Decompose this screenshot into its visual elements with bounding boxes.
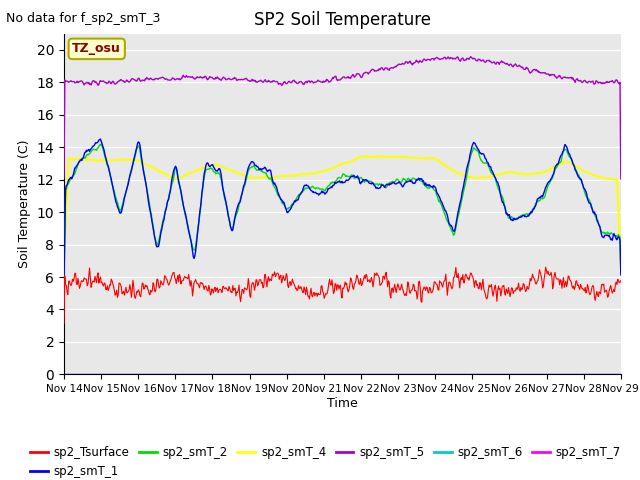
sp2_smT_7 bbox=[214, 372, 221, 377]
sp2_smT_7 bbox=[60, 372, 68, 377]
sp2_smT_4 bbox=[411, 155, 419, 160]
sp2_smT_5 bbox=[410, 60, 418, 66]
sp2_smT_1 bbox=[428, 183, 435, 189]
sp2_Tsurface bbox=[127, 295, 135, 300]
sp2_smT_5 bbox=[70, 79, 78, 84]
sp2_Tsurface bbox=[60, 320, 68, 326]
sp2_smT_6 bbox=[70, 372, 78, 377]
sp2_smT_4 bbox=[184, 171, 192, 177]
sp2_smT_7 bbox=[184, 372, 192, 377]
sp2_Tsurface bbox=[426, 285, 434, 291]
sp2_Tsurface bbox=[214, 285, 221, 291]
sp2_Tsurface bbox=[542, 264, 550, 270]
sp2_smT_1 bbox=[185, 228, 193, 234]
sp2_smT_2 bbox=[60, 282, 68, 288]
sp2_smT_7 bbox=[617, 372, 625, 377]
sp2_smT_4 bbox=[214, 162, 221, 168]
Title: SP2 Soil Temperature: SP2 Soil Temperature bbox=[254, 11, 431, 29]
Line: sp2_smT_2: sp2_smT_2 bbox=[64, 144, 621, 285]
Y-axis label: Soil Temperature (C): Soil Temperature (C) bbox=[18, 140, 31, 268]
sp2_smT_7 bbox=[410, 372, 418, 377]
sp2_smT_4 bbox=[70, 156, 78, 162]
sp2_Tsurface bbox=[184, 276, 192, 282]
Line: sp2_smT_5: sp2_smT_5 bbox=[64, 57, 621, 179]
sp2_smT_5 bbox=[426, 58, 434, 63]
sp2_smT_2 bbox=[185, 227, 193, 232]
sp2_smT_5 bbox=[214, 74, 221, 80]
Legend: sp2_Tsurface, sp2_smT_1, sp2_smT_2, sp2_smT_4, sp2_smT_5, sp2_smT_6, sp2_smT_7: sp2_Tsurface, sp2_smT_1, sp2_smT_2, sp2_… bbox=[26, 442, 626, 480]
Line: sp2_Tsurface: sp2_Tsurface bbox=[64, 267, 621, 323]
sp2_Tsurface bbox=[410, 282, 418, 288]
sp2_smT_7 bbox=[70, 372, 78, 377]
sp2_smT_6 bbox=[410, 372, 418, 377]
sp2_Tsurface bbox=[617, 278, 625, 284]
sp2_smT_1 bbox=[411, 180, 419, 186]
sp2_smT_6 bbox=[184, 372, 192, 377]
sp2_smT_6 bbox=[214, 372, 221, 377]
sp2_smT_4 bbox=[363, 154, 371, 159]
Line: sp2_smT_1: sp2_smT_1 bbox=[64, 139, 621, 283]
sp2_Tsurface bbox=[70, 276, 78, 281]
sp2_smT_6 bbox=[60, 372, 68, 377]
sp2_smT_2 bbox=[411, 176, 419, 182]
sp2_smT_2 bbox=[70, 172, 78, 178]
sp2_smT_5 bbox=[467, 54, 474, 60]
Text: TZ_osu: TZ_osu bbox=[72, 42, 121, 55]
sp2_smT_5 bbox=[184, 74, 192, 80]
sp2_smT_1 bbox=[70, 169, 78, 175]
sp2_smT_5 bbox=[60, 175, 68, 180]
sp2_smT_2 bbox=[617, 269, 625, 275]
sp2_smT_2 bbox=[128, 163, 136, 169]
sp2_smT_4 bbox=[617, 258, 625, 264]
sp2_smT_5 bbox=[617, 176, 625, 182]
sp2_smT_2 bbox=[97, 141, 105, 147]
Line: sp2_smT_4: sp2_smT_4 bbox=[64, 156, 621, 266]
sp2_smT_1 bbox=[214, 167, 222, 173]
sp2_smT_4 bbox=[428, 155, 435, 161]
sp2_smT_2 bbox=[428, 184, 435, 190]
sp2_smT_7 bbox=[127, 372, 135, 377]
sp2_smT_4 bbox=[60, 264, 68, 269]
sp2_smT_1 bbox=[97, 136, 104, 142]
sp2_smT_6 bbox=[127, 372, 135, 377]
sp2_smT_1 bbox=[128, 165, 136, 170]
sp2_smT_1 bbox=[617, 272, 625, 278]
sp2_smT_4 bbox=[127, 157, 135, 163]
sp2_smT_5 bbox=[127, 76, 135, 82]
sp2_smT_2 bbox=[214, 170, 222, 176]
Text: No data for f_sp2_smT_3: No data for f_sp2_smT_3 bbox=[6, 12, 161, 25]
sp2_smT_1 bbox=[60, 280, 68, 286]
sp2_smT_6 bbox=[426, 372, 434, 377]
sp2_smT_7 bbox=[426, 372, 434, 377]
X-axis label: Time: Time bbox=[327, 397, 358, 410]
sp2_smT_6 bbox=[617, 372, 625, 377]
